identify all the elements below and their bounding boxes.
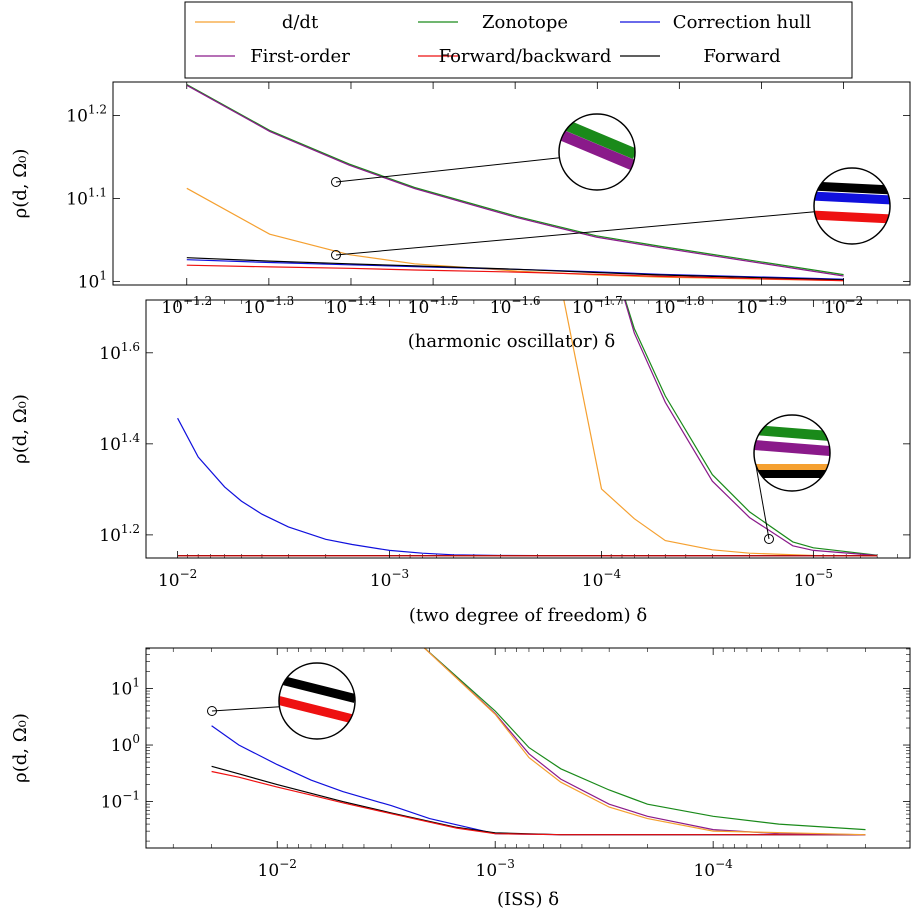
plot-frame bbox=[112, 81, 911, 286]
y-tick-label: 101.1 bbox=[66, 186, 107, 210]
series-line-zonotope bbox=[624, 300, 878, 556]
x-tick-label: 10−2 bbox=[824, 294, 863, 318]
plot-frame bbox=[145, 299, 911, 559]
x-tick-label: 10−1.3 bbox=[243, 294, 294, 318]
zoom-inset-2 bbox=[753, 414, 831, 544]
zoom-connector bbox=[335, 157, 560, 183]
legend-entry-correction-hull: Correction hull bbox=[620, 12, 811, 33]
series-line-first-order bbox=[423, 648, 866, 836]
zoom-band bbox=[754, 424, 830, 442]
zoom-band bbox=[559, 128, 635, 172]
y-tick-label: 10−1 bbox=[101, 789, 140, 813]
x-tick-label: 10−5 bbox=[794, 567, 833, 591]
y-tick-label: 101.6 bbox=[99, 340, 140, 364]
legend-label: Forward bbox=[703, 46, 780, 67]
zoom-band bbox=[754, 439, 830, 457]
series-line-forward-backward bbox=[211, 770, 866, 836]
series-group bbox=[177, 300, 878, 557]
x-tick-label: 10−1.9 bbox=[736, 294, 787, 318]
plot-frame bbox=[145, 647, 911, 849]
series-line-forward bbox=[211, 765, 866, 836]
zoom-band bbox=[754, 457, 830, 465]
y-axis-label: ρ(d, Ω₀) bbox=[10, 394, 31, 464]
x-axis-label: (two degree of freedom) δ bbox=[409, 605, 647, 626]
x-tick-label: 10−1.4 bbox=[326, 294, 377, 318]
series-line-correction-hull bbox=[211, 725, 866, 836]
x-tick-label: 10−3 bbox=[370, 567, 409, 591]
y-tick-label: 101 bbox=[111, 675, 140, 699]
zoom-marker bbox=[764, 534, 774, 544]
x-tick-label: 10−1.6 bbox=[490, 294, 541, 318]
series-line-first-order bbox=[624, 300, 878, 557]
legend-entry-forward-backward: Forward/backward bbox=[418, 46, 611, 67]
series-line-forward-backward bbox=[186, 264, 844, 282]
zoom-band bbox=[559, 116, 635, 160]
legend-entry-forward: Forward bbox=[620, 46, 781, 67]
zoom-band bbox=[814, 191, 890, 205]
zoom-band bbox=[814, 210, 890, 224]
legend-label: Forward/backward bbox=[439, 46, 612, 67]
series-line-forward bbox=[186, 257, 844, 281]
y-tick-label: 101 bbox=[78, 268, 107, 292]
zoom-connector bbox=[335, 211, 815, 256]
legend-label: First-order bbox=[250, 46, 350, 67]
legend-entry-first-order: First-order bbox=[195, 46, 350, 67]
series-line-d-dt bbox=[423, 648, 866, 836]
x-tick-label: 10−4 bbox=[582, 567, 622, 591]
chart-panel-3: 10−2 10−3 10−4 10−1 100 101 (ISS) δ ρ(d, Ω₀) bbox=[10, 647, 911, 910]
zoom-band bbox=[279, 696, 355, 724]
legend-label: Zonotope bbox=[482, 12, 568, 33]
series-group bbox=[211, 648, 866, 836]
y-axis-label: ρ(d, Ω₀) bbox=[10, 713, 31, 783]
zoom-inset-1b bbox=[331, 167, 891, 260]
chart-panel-1: 10−1.2 10−1.3 10−1.4 10−1.5 10−1.6 10−1.7 10−1… bbox=[10, 81, 911, 352]
legend-entry-d-dt: d/dt bbox=[195, 12, 319, 33]
zoom-inset-1a bbox=[331, 113, 636, 191]
legend-label: d/dt bbox=[282, 12, 319, 33]
series-line-zonotope bbox=[186, 83, 844, 276]
zoom-connector bbox=[754, 458, 770, 540]
x-tick-label: 10−2 bbox=[258, 857, 297, 881]
y-tick-label: 100 bbox=[111, 732, 140, 756]
x-tick-label: 10−1.8 bbox=[654, 294, 705, 318]
zoom-band bbox=[814, 181, 890, 195]
minor-ticks bbox=[146, 648, 910, 848]
x-tick-label: 10−3 bbox=[476, 857, 515, 881]
zoom-connector bbox=[211, 706, 280, 712]
x-tick-label: 10−1.5 bbox=[408, 294, 459, 318]
legend-entry-zonotope: Zonotope bbox=[418, 12, 568, 33]
x-tick-label: 10−1.7 bbox=[572, 294, 623, 318]
legend: d/dt Zonotope Correction hull First-order Fo… bbox=[184, 1, 853, 79]
legend-label: Correction hull bbox=[673, 12, 812, 33]
x-tick-label: 10−2 bbox=[158, 567, 197, 591]
series-group bbox=[186, 83, 844, 282]
chart-panel-2: 10−2 10−3 10−4 10−5 101.2 101.4 101.6 (two degr… bbox=[10, 299, 911, 626]
x-axis-label: (ISS) δ bbox=[497, 889, 559, 910]
x-axis-label: (harmonic oscillator) δ bbox=[408, 331, 615, 352]
zoom-band bbox=[279, 675, 355, 703]
x-tick-label: 10−1.2 bbox=[161, 294, 212, 318]
y-tick-label: 101.2 bbox=[99, 522, 140, 546]
x-tick-label: 10−4 bbox=[693, 857, 733, 881]
y-tick-label: 101.2 bbox=[66, 103, 107, 127]
zoom-inset-3 bbox=[207, 662, 356, 740]
series-line-zonotope bbox=[423, 648, 866, 831]
series-line-first-order bbox=[186, 84, 844, 277]
y-tick-label: 101.4 bbox=[99, 431, 140, 455]
y-axis-label: ρ(d, Ω₀) bbox=[10, 149, 31, 219]
